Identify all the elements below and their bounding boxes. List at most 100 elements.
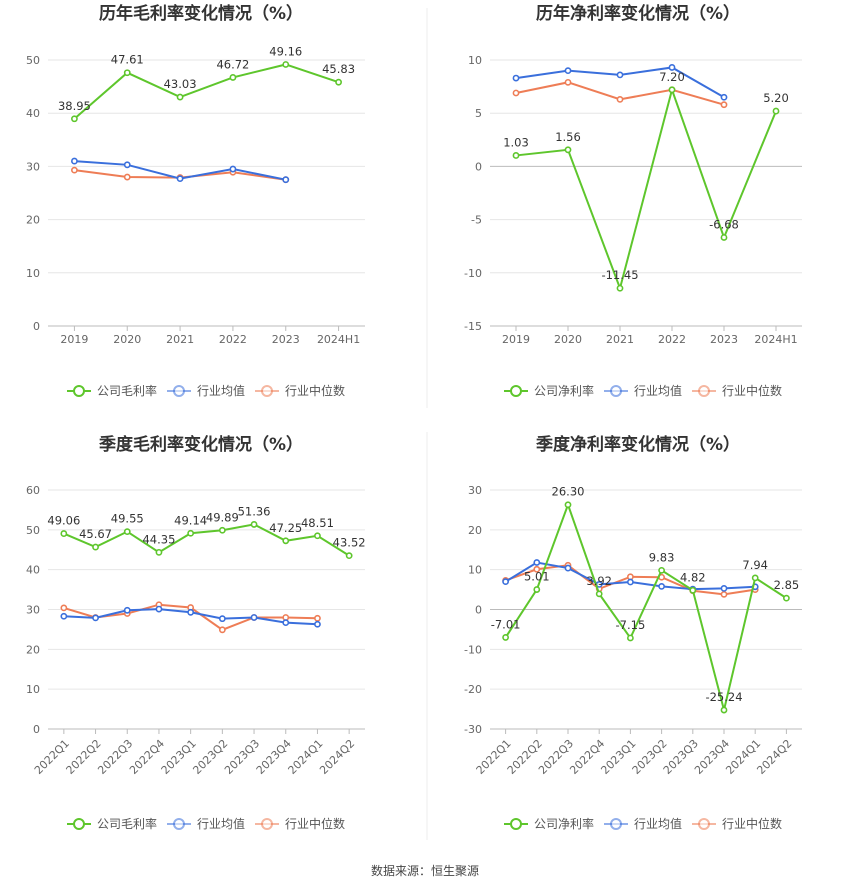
data-point [314, 620, 321, 628]
data-point [627, 634, 634, 642]
data-label: 46.72 [216, 57, 249, 71]
data-point [345, 552, 353, 560]
data-point [533, 565, 541, 573]
data-point [250, 521, 258, 528]
data-label: 45.83 [322, 62, 355, 76]
data-point [720, 234, 728, 241]
data-source-note: 数据来源：恒生聚源 [370, 864, 479, 878]
data-label: 38.95 [58, 99, 91, 113]
chart-title: 历年净利率变化情况（%） [536, 3, 740, 24]
data-point [123, 69, 131, 77]
y-tick-label: -30 [464, 723, 482, 736]
data-label: -11.45 [601, 268, 638, 282]
chart-panel-1: 历年毛利率变化情况（%） 0 10 20 30 40 50 2019 2020 2021 2022 2… [26, 3, 365, 398]
data-point [314, 614, 321, 622]
data-label: 49.06 [47, 514, 80, 528]
data-label: 9.83 [649, 550, 675, 564]
legend-label: 公司毛利率 [97, 383, 157, 398]
data-point [658, 582, 665, 590]
data-point [71, 166, 78, 174]
industry-median-legend-icon-marker [261, 818, 273, 830]
legend-label: 行业中位数 [285, 383, 345, 398]
y-tick-label: 40 [26, 564, 40, 577]
y-tick-label: 50 [26, 524, 40, 537]
legend-label: 行业均值 [197, 383, 245, 398]
data-point [282, 537, 290, 545]
y-tick-label: -15 [464, 320, 482, 333]
data-point [314, 532, 321, 540]
data-point [92, 543, 99, 551]
data-label: 2.85 [774, 578, 800, 592]
data-point [502, 634, 509, 641]
data-point [155, 605, 163, 613]
data-point [250, 614, 258, 621]
x-tick-label: 2020 [554, 333, 582, 346]
data-point [123, 606, 131, 614]
y-tick-label: -5 [471, 214, 482, 227]
data-point [512, 89, 520, 97]
data-label: 49.55 [111, 512, 144, 526]
data-label: 43.52 [333, 536, 366, 550]
y-tick-label: 20 [468, 524, 482, 537]
data-point [751, 574, 759, 582]
y-tick-label: 10 [26, 267, 40, 280]
data-point [71, 157, 78, 165]
legend-label: 行业中位数 [285, 816, 345, 831]
industry-median-legend-icon-marker [698, 385, 710, 397]
data-label: 48.51 [301, 516, 334, 530]
legend-label: 公司净利率 [534, 383, 594, 398]
data-point [123, 528, 131, 536]
y-tick-label: 10 [468, 54, 482, 67]
legend-label: 公司毛利率 [97, 816, 157, 831]
data-point [187, 529, 195, 537]
data-point [282, 61, 290, 68]
data-point [187, 608, 195, 616]
data-point [564, 146, 572, 154]
data-point [668, 86, 676, 94]
y-tick-label: 60 [26, 484, 40, 497]
legend-label: 公司净利率 [534, 816, 594, 831]
data-point [627, 578, 634, 586]
chart-title: 季度净利率变化情况（%） [536, 434, 740, 455]
data-label: -7.01 [491, 617, 521, 631]
x-tick-label: 2020 [113, 333, 141, 346]
data-point [720, 93, 728, 101]
legend-label: 行业中位数 [722, 816, 782, 831]
data-label: 47.25 [269, 521, 302, 535]
series-line-0 [515, 86, 777, 292]
x-tick-label: 2021 [606, 333, 634, 346]
x-tick-label: 2021 [166, 333, 194, 346]
data-point [502, 578, 509, 586]
data-point [564, 78, 572, 86]
data-point [71, 115, 78, 123]
chart-panel-2: 历年净利率变化情况（%） -15 -10 -5 0 5 10 2019 2020 2021 2022… [464, 3, 802, 398]
data-point [616, 95, 624, 103]
company-legend-icon-marker [73, 385, 85, 397]
x-tick-label: 2019 [60, 333, 88, 346]
data-label: 7.94 [742, 558, 768, 572]
data-point [616, 284, 624, 292]
data-point [282, 176, 290, 184]
data-point [123, 161, 131, 169]
data-point [60, 604, 68, 612]
data-point [123, 173, 131, 181]
data-label: 1.03 [503, 135, 529, 149]
data-point [616, 71, 624, 79]
data-label: -6.68 [709, 217, 739, 231]
x-tick-label: 2024H1 [754, 333, 797, 346]
data-point [282, 619, 290, 627]
y-tick-label: -10 [464, 267, 482, 280]
data-label: 49.16 [269, 44, 302, 58]
legend-label: 行业中位数 [722, 383, 782, 398]
data-label: 26.30 [552, 485, 585, 499]
x-tick-label: 2024Q2 [754, 737, 794, 777]
company-legend-icon-marker [73, 818, 85, 830]
data-point [564, 564, 572, 572]
data-label: 45.67 [79, 527, 112, 541]
data-point [60, 612, 68, 620]
data-label: 43.03 [164, 77, 197, 91]
y-tick-label: 20 [26, 643, 40, 656]
company-legend-icon-marker [510, 818, 522, 830]
data-point [512, 74, 520, 82]
